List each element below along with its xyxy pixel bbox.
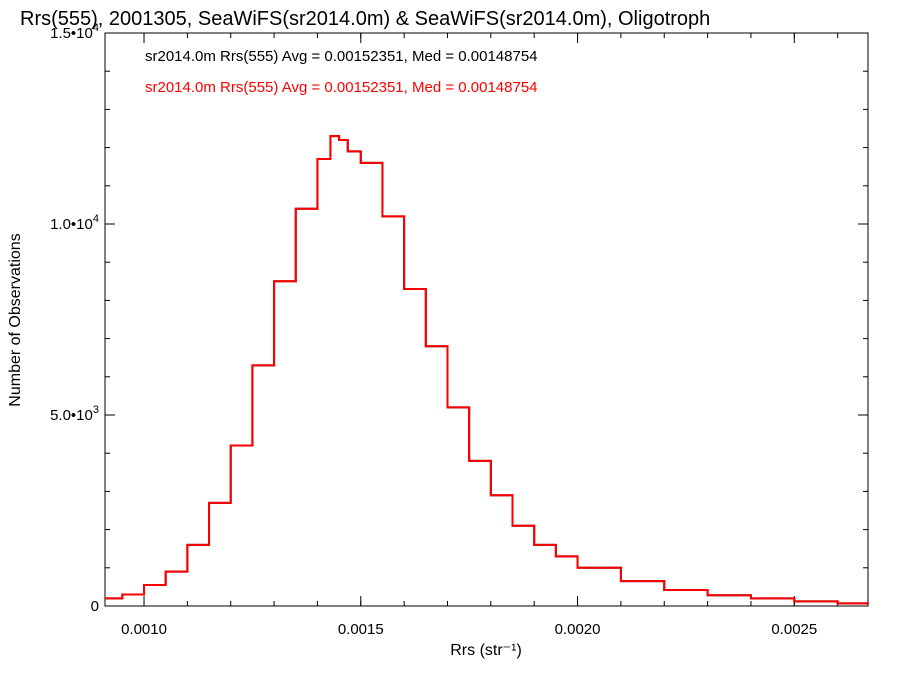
y-tick-mantissa: 5.0•10	[50, 407, 93, 424]
y-tick-exponent: 4	[93, 213, 99, 225]
stats-annotation-black: sr2014.0m Rrs(555) Avg = 0.00152351, Med…	[145, 48, 538, 65]
y-tick-label: 5.0•103	[50, 404, 99, 424]
y-tick-exponent: 4	[93, 22, 99, 34]
x-tick-label: 0.0020	[555, 621, 601, 638]
y-tick-mantissa: 1.5•10	[50, 25, 93, 42]
histogram-series-black	[105, 135, 869, 605]
chart-title: Rrs(555), 2001305, SeaWiFS(sr2014.0m) & …	[20, 8, 710, 30]
x-axis-label: Rrs (str⁻¹)	[450, 642, 522, 659]
y-tick-mantissa: 1.0•10	[50, 216, 93, 233]
y-tick-label: 1.5•104	[50, 22, 99, 42]
x-tick-label: 0.0025	[771, 621, 817, 638]
axis-ticks	[105, 32, 868, 607]
y-axis-label: Number of Observations	[7, 233, 24, 406]
y-tick-label: 0	[91, 598, 99, 615]
stats-annotation-red: sr2014.0m Rrs(555) Avg = 0.00152351, Med…	[145, 79, 538, 96]
histogram-series-red	[105, 135, 869, 605]
y-tick-exponent: 3	[93, 404, 99, 416]
x-tick-label: 0.0015	[338, 621, 384, 638]
x-tick-label: 0.0010	[121, 621, 167, 638]
y-tick-mantissa: 0	[91, 598, 99, 615]
y-tick-label: 1.0•104	[50, 213, 99, 233]
plot-frame	[104, 32, 869, 607]
tick-labels: 0.0010 0.0015 0.0020 0.002505.0•1031.0•1041…	[50, 22, 817, 638]
